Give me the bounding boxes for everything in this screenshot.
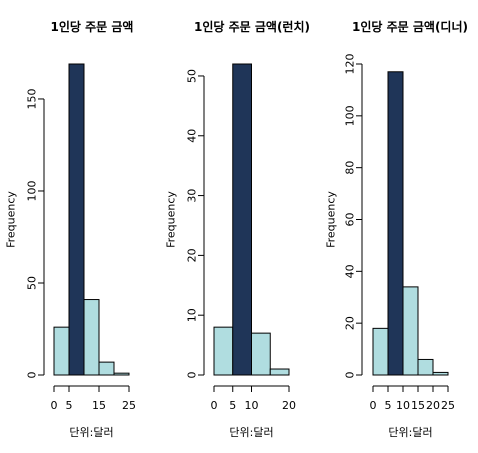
y-tick-label: 0 xyxy=(344,372,357,379)
histogram-bar xyxy=(213,326,234,376)
chart-title: 1인당 주문 금액(디너) xyxy=(352,19,468,34)
y-tick-label: 100 xyxy=(26,180,39,201)
x-tick-label: 20 xyxy=(282,399,296,412)
y-tick-label: 60 xyxy=(344,213,357,227)
x-tick-label: 15 xyxy=(92,399,106,412)
y-tick-label: 30 xyxy=(186,189,199,203)
x-tick-label: 15 xyxy=(411,399,425,412)
y-axis-title: Frequency xyxy=(325,191,338,248)
histogram-bar xyxy=(269,368,290,376)
x-axis-title: 단위:달러 xyxy=(69,426,113,439)
x-tick-label: 20 xyxy=(426,399,440,412)
histogram-bar xyxy=(387,71,404,376)
y-tick-label: 50 xyxy=(26,276,39,290)
histogram-bar xyxy=(417,358,434,376)
x-tick-label: 0 xyxy=(370,399,377,412)
y-tick-label: 80 xyxy=(344,161,357,175)
chart-title: 1인당 주문 금액 xyxy=(51,19,134,34)
histogram-bar xyxy=(432,371,449,376)
x-axis-title: 단위:달러 xyxy=(229,426,273,439)
x-tick-label: 0 xyxy=(51,399,58,412)
y-tick-label: 40 xyxy=(186,129,199,143)
x-tick-label: 25 xyxy=(122,399,136,412)
y-tick-label: 0 xyxy=(26,372,39,379)
y-tick-label: 50 xyxy=(186,69,199,83)
y-tick-label: 40 xyxy=(344,264,357,278)
x-tick-label: 10 xyxy=(245,399,259,412)
y-tick-label: 10 xyxy=(186,308,199,322)
y-tick-label: 120 xyxy=(344,54,357,75)
y-tick-label: 150 xyxy=(26,88,39,109)
histogram-bar xyxy=(402,286,419,376)
histogram-bar xyxy=(83,299,100,376)
x-tick-label: 0 xyxy=(211,399,218,412)
y-tick-label: 20 xyxy=(186,248,199,262)
histogram-bar xyxy=(113,372,130,376)
histogram-bar xyxy=(372,327,389,376)
x-tick-label: 5 xyxy=(66,399,73,412)
histogram-bar xyxy=(98,361,115,376)
x-axis-title: 단위:달러 xyxy=(388,426,432,439)
y-tick-label: 20 xyxy=(344,316,357,330)
x-tick-label: 5 xyxy=(229,399,236,412)
histogram-bar xyxy=(251,332,271,376)
y-tick-label: 100 xyxy=(344,105,357,126)
y-tick-label: 0 xyxy=(186,372,199,379)
x-tick-label: 5 xyxy=(385,399,392,412)
y-axis-title: Frequency xyxy=(165,191,178,248)
x-tick-label: 10 xyxy=(396,399,410,412)
x-tick-label: 25 xyxy=(441,399,455,412)
chart-title: 1인당 주문 금액(런치) xyxy=(194,19,310,34)
histogram-bar xyxy=(68,63,85,376)
histogram-bar xyxy=(53,326,70,376)
y-axis-title: Frequency xyxy=(5,191,18,248)
histogram-bar xyxy=(232,63,252,376)
